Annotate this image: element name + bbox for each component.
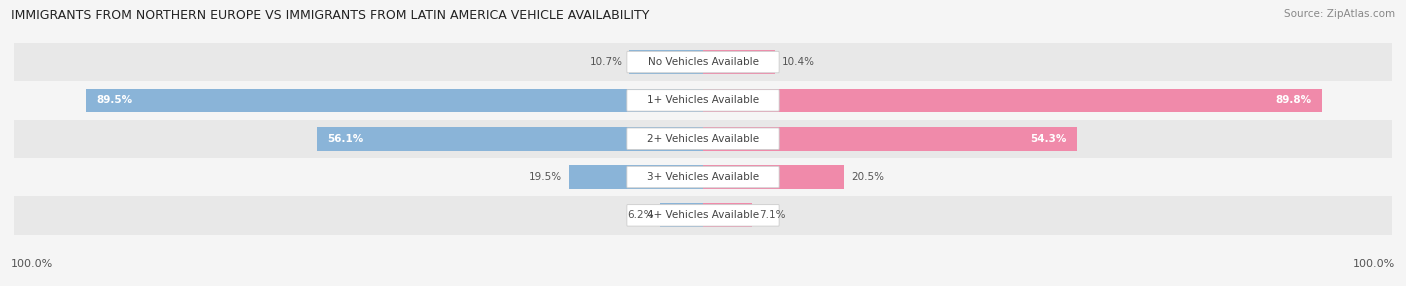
Bar (14, 43, 1392, 81)
Text: 6.2%: 6.2% (627, 210, 654, 220)
Text: 10.7%: 10.7% (589, 57, 623, 67)
Bar (703, 165, 844, 189)
Text: 10.4%: 10.4% (782, 57, 814, 67)
Text: 4+ Vehicles Available: 4+ Vehicles Available (647, 210, 759, 220)
Bar (14, 81, 1392, 120)
Text: 89.5%: 89.5% (97, 96, 132, 105)
Text: Source: ZipAtlas.com: Source: ZipAtlas.com (1284, 9, 1395, 19)
FancyBboxPatch shape (627, 204, 779, 226)
Bar (14, 158, 1392, 196)
Text: 56.1%: 56.1% (326, 134, 363, 144)
Bar (568, 165, 703, 189)
Text: IMMIGRANTS FROM NORTHERN EUROPE VS IMMIGRANTS FROM LATIN AMERICA VEHICLE AVAILAB: IMMIGRANTS FROM NORTHERN EUROPE VS IMMIG… (11, 9, 650, 21)
Text: 20.5%: 20.5% (851, 172, 884, 182)
Text: 89.8%: 89.8% (1275, 96, 1312, 105)
Text: 100.0%: 100.0% (11, 259, 53, 269)
Text: No Vehicles Available: No Vehicles Available (648, 57, 758, 67)
Bar (14, 120, 1392, 158)
Bar (316, 127, 703, 151)
Text: 3+ Vehicles Available: 3+ Vehicles Available (647, 172, 759, 182)
Text: 7.1%: 7.1% (759, 210, 786, 220)
Bar (703, 88, 1322, 112)
FancyBboxPatch shape (627, 166, 779, 188)
FancyBboxPatch shape (627, 128, 779, 150)
Text: 100.0%: 100.0% (1353, 259, 1395, 269)
Bar (703, 127, 1077, 151)
Text: 54.3%: 54.3% (1031, 134, 1067, 144)
Text: 2+ Vehicles Available: 2+ Vehicles Available (647, 134, 759, 144)
Text: 19.5%: 19.5% (529, 172, 562, 182)
FancyBboxPatch shape (627, 51, 779, 73)
Bar (703, 50, 775, 74)
Bar (14, 196, 1392, 235)
Bar (661, 203, 703, 227)
Bar (630, 50, 703, 74)
FancyBboxPatch shape (627, 90, 779, 111)
Bar (703, 203, 752, 227)
Text: 1+ Vehicles Available: 1+ Vehicles Available (647, 96, 759, 105)
Bar (86, 88, 703, 112)
